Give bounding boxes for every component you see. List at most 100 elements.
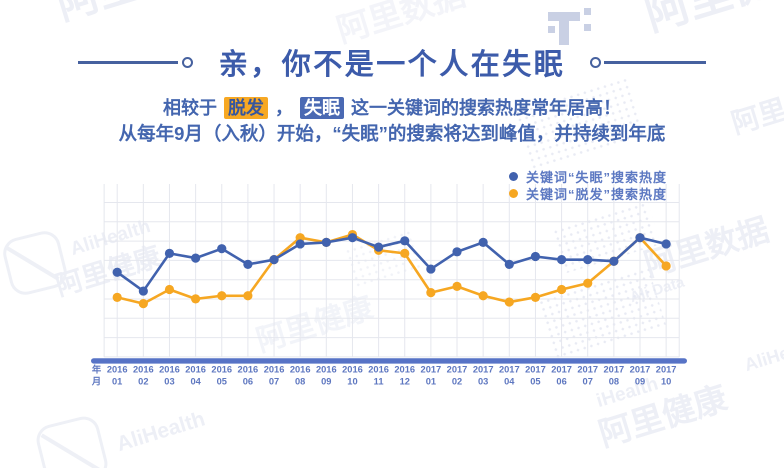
series-关键词“失眠”搜索热度 — [112, 233, 671, 296]
page-title: 亲，你不是一个人在失眠 — [218, 49, 566, 81]
title-decor-circle-right — [590, 57, 601, 68]
tick-year: 2016 — [342, 365, 363, 375]
chart-grid — [103, 184, 680, 358]
series-line — [115, 233, 668, 305]
legend-label-hairloss: 关键词“脱发”搜索热度 — [526, 186, 668, 202]
subtitle-separator: ， — [275, 98, 293, 118]
title-decor-line-right — [604, 61, 706, 64]
tick-month: 03 — [164, 377, 174, 387]
tick-month: 04 — [190, 377, 201, 387]
tick-month: 11 — [374, 377, 384, 387]
tick-year: 2017 — [577, 365, 598, 375]
tick-year: 2016 — [185, 365, 206, 375]
tick-year: 2016 — [264, 365, 285, 375]
data-point — [556, 255, 567, 265]
tick-year: 2016 — [394, 365, 415, 375]
data-point — [295, 239, 305, 249]
tick-month: 07 — [269, 377, 279, 387]
tick-year: 2016 — [211, 365, 232, 375]
data-point — [661, 261, 671, 271]
tick-month: 02 — [452, 377, 462, 387]
tick-month: 05 — [217, 377, 227, 387]
tick-year: 2017 — [499, 365, 520, 375]
subtitle-line1: 相较于 脱发 ， 失眠 这一关键词的搜索热度常年居高！ — [0, 94, 784, 120]
legend-item-hairloss: 关键词“脱发”搜索热度 — [509, 185, 668, 202]
data-point — [243, 259, 253, 269]
legend-item-insomnia: 关键词“失眠”搜索热度 — [509, 168, 668, 185]
tick-month: 05 — [530, 377, 540, 387]
tick-year: 2017 — [473, 365, 494, 375]
data-point — [478, 237, 488, 247]
tick-year: 2017 — [525, 365, 546, 375]
tick-year: 2017 — [551, 365, 572, 375]
data-point — [164, 284, 175, 295]
data-point — [583, 278, 593, 288]
insomnia-highlight: 失眠 — [300, 97, 345, 119]
tick-month: 04 — [504, 377, 515, 387]
tick-year: 2017 — [421, 365, 442, 375]
tick-month: 03 — [478, 377, 488, 387]
tick-month: 02 — [138, 377, 148, 387]
title-decor-circle-left — [182, 57, 193, 68]
data-point — [609, 256, 619, 266]
data-point — [556, 284, 567, 295]
tick-month: 09 — [321, 377, 331, 387]
data-point — [530, 292, 541, 302]
tick-year: 2017 — [630, 365, 651, 375]
data-point — [400, 236, 410, 246]
tick-month: 08 — [295, 377, 305, 387]
data-point — [400, 248, 410, 258]
data-point — [478, 291, 488, 301]
tick-month: 09 — [635, 377, 645, 387]
data-point — [504, 259, 514, 269]
data-point — [426, 264, 436, 274]
x-axis-labels: 年月 2016 01 2016 02 2016 03 2016 04 2016 05 2016 06 20… — [91, 364, 677, 387]
subtitle-line1-prefix: 相较于 — [162, 98, 217, 118]
data-point — [583, 255, 593, 265]
data-point — [374, 242, 384, 252]
tick-year: 2016 — [159, 365, 180, 375]
data-point — [217, 244, 227, 254]
data-point — [164, 248, 175, 258]
data-point — [269, 255, 279, 265]
tick-year: 2016 — [316, 365, 337, 375]
data-point — [347, 233, 358, 243]
data-point — [426, 288, 436, 298]
tick-year: 2016 — [368, 365, 389, 375]
data-point — [661, 239, 671, 249]
hairloss-highlight: 脱发 — [223, 97, 268, 119]
tick-month: 06 — [556, 377, 566, 387]
axis-unit-year: 年 — [92, 364, 102, 375]
chart-legend: 关键词“失眠”搜索热度 关键词“脱发”搜索热度 — [509, 168, 667, 202]
tick-year: 2016 — [290, 365, 311, 375]
tick-month: 10 — [347, 377, 357, 387]
data-point — [530, 251, 541, 262]
tick-year: 2016 — [107, 365, 128, 375]
axis-unit-month: 月 — [91, 377, 101, 387]
data-point — [504, 297, 514, 307]
title-decor-line-left — [78, 61, 178, 64]
tick-month: 01 — [426, 377, 436, 387]
tick-month: 06 — [243, 377, 253, 387]
series-line — [115, 236, 668, 293]
tick-year: 2017 — [604, 365, 625, 375]
tick-year: 2016 — [238, 365, 259, 375]
data-point — [191, 294, 201, 304]
tick-month: 01 — [112, 377, 122, 387]
legend-dot-hairloss — [509, 188, 518, 198]
subtitle-line1-suffix: 这一关键词的搜索热度常年居高！ — [351, 98, 622, 118]
legend-label-insomnia: 关键词“失眠”搜索热度 — [526, 169, 668, 185]
series-关键词“脱发”搜索热度 — [112, 229, 671, 309]
tick-month: 07 — [583, 377, 593, 387]
data-point — [452, 281, 462, 291]
tick-month: 12 — [400, 377, 410, 387]
pixel-qr-mark — [548, 8, 591, 45]
data-point — [243, 291, 253, 301]
data-point — [112, 267, 122, 277]
data-point — [635, 233, 645, 243]
subtitle-line2: 从每年9月（入秋）开始，“失眠”的搜索将达到峰值，并持续到年底 — [118, 123, 666, 144]
data-point — [112, 292, 122, 302]
tick-month: 10 — [661, 377, 671, 387]
tick-year: 2016 — [133, 365, 154, 375]
